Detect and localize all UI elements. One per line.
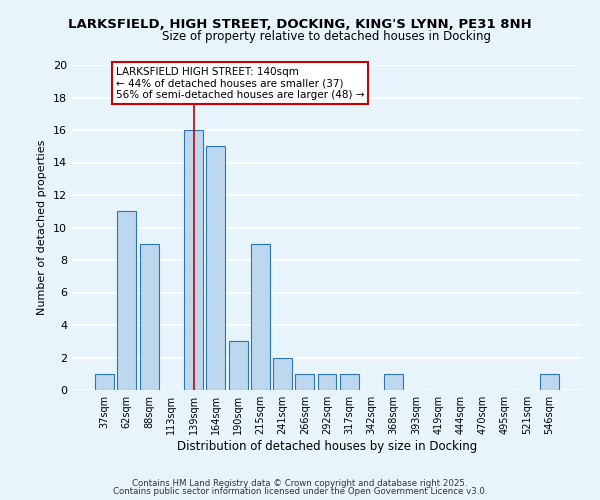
X-axis label: Distribution of detached houses by size in Docking: Distribution of detached houses by size … xyxy=(177,440,477,453)
Text: Contains public sector information licensed under the Open Government Licence v3: Contains public sector information licen… xyxy=(113,487,487,496)
Text: Contains HM Land Registry data © Crown copyright and database right 2025.: Contains HM Land Registry data © Crown c… xyxy=(132,478,468,488)
Bar xyxy=(295,374,314,390)
Text: LARKSFIELD HIGH STREET: 140sqm
← 44% of detached houses are smaller (37)
56% of : LARKSFIELD HIGH STREET: 140sqm ← 44% of … xyxy=(116,66,364,100)
Bar xyxy=(118,211,136,390)
Bar xyxy=(340,374,359,390)
Bar xyxy=(229,341,248,390)
Bar xyxy=(184,130,203,390)
Bar xyxy=(140,244,158,390)
Title: Size of property relative to detached houses in Docking: Size of property relative to detached ho… xyxy=(163,30,491,43)
Bar xyxy=(95,374,114,390)
Text: LARKSFIELD, HIGH STREET, DOCKING, KING'S LYNN, PE31 8NH: LARKSFIELD, HIGH STREET, DOCKING, KING'S… xyxy=(68,18,532,30)
Bar xyxy=(384,374,403,390)
Bar xyxy=(317,374,337,390)
Bar xyxy=(273,358,292,390)
Y-axis label: Number of detached properties: Number of detached properties xyxy=(37,140,47,315)
Bar xyxy=(206,146,225,390)
Bar xyxy=(540,374,559,390)
Bar xyxy=(251,244,270,390)
